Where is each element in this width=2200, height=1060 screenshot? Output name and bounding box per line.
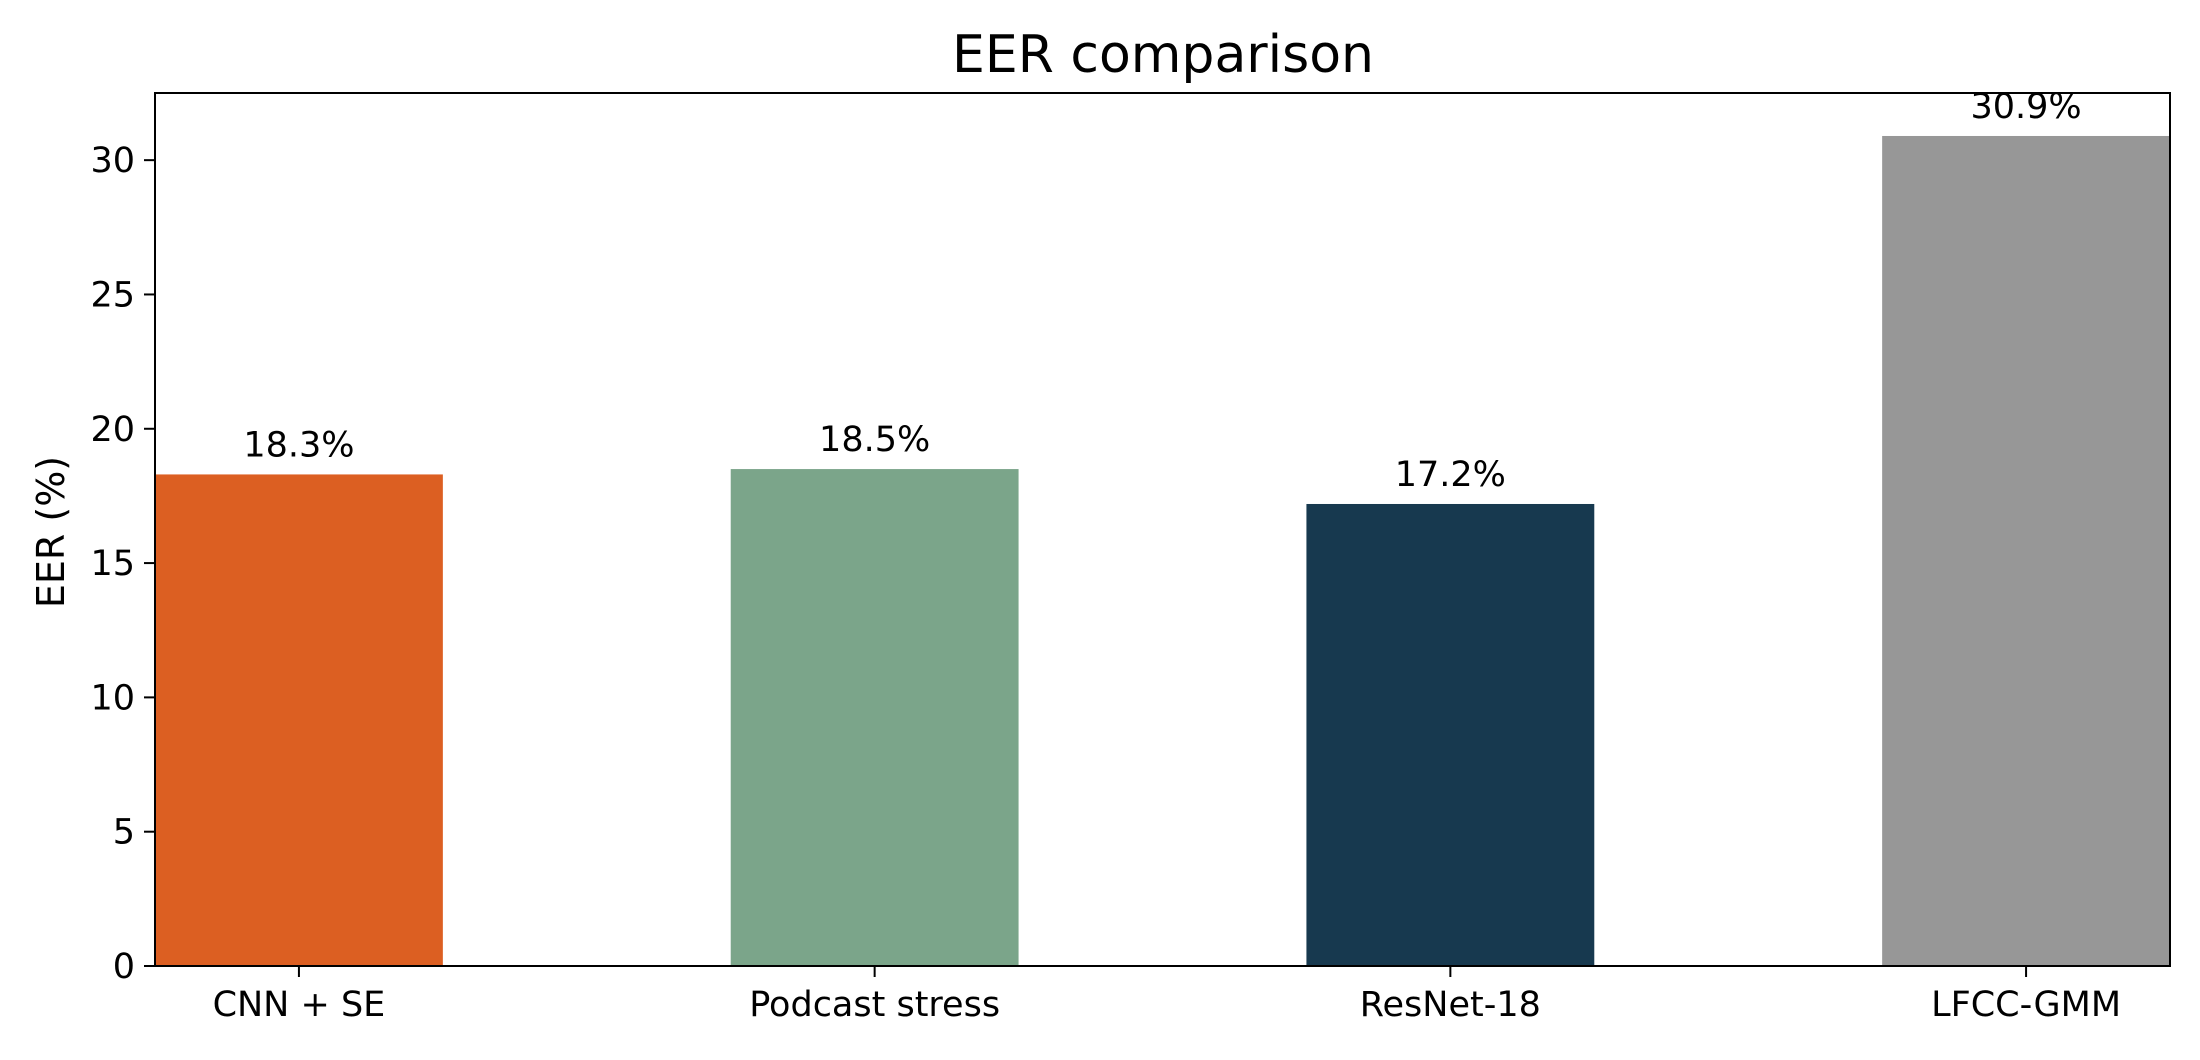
y-axis-label: EER (%) xyxy=(29,456,73,608)
bar-value-label: 18.3% xyxy=(243,425,354,465)
y-tick-label: 30 xyxy=(90,141,135,181)
bars-layer xyxy=(155,135,2170,966)
bar-value-label: 17.2% xyxy=(1395,455,1506,495)
y-tick-label: 5 xyxy=(113,813,135,853)
chart-title: EER comparison xyxy=(952,25,1374,85)
plot-frame xyxy=(154,92,2171,967)
bar-3 xyxy=(1882,135,2170,966)
x-tick-label: Podcast stress xyxy=(749,985,1000,1025)
x-tick-label: CNN + SE xyxy=(213,985,386,1025)
x-tick-label: LFCC-GMM xyxy=(1931,985,2121,1025)
y-tick-label: 25 xyxy=(90,275,135,315)
bar-1 xyxy=(730,469,1019,966)
x-tick-label: ResNet-18 xyxy=(1360,985,1541,1025)
bar-value-label: 18.5% xyxy=(819,420,930,460)
y-tick-label: 15 xyxy=(90,544,135,584)
bar-2 xyxy=(1306,503,1595,966)
y-tick-label: 10 xyxy=(90,678,135,718)
x-axis-ticks: CNN + SE Podcast stress ResNet-18 LFCC-GMM xyxy=(213,966,2121,1025)
bar-0 xyxy=(155,474,443,966)
y-tick-label: 0 xyxy=(113,947,135,987)
data-labels-layer: 18.3% 18.5%17.2%30.9% xyxy=(243,87,2081,495)
y-tick-label: 20 xyxy=(90,410,135,450)
y-axis-ticks: 0 5 10 15 20 25 30 xyxy=(90,141,155,987)
